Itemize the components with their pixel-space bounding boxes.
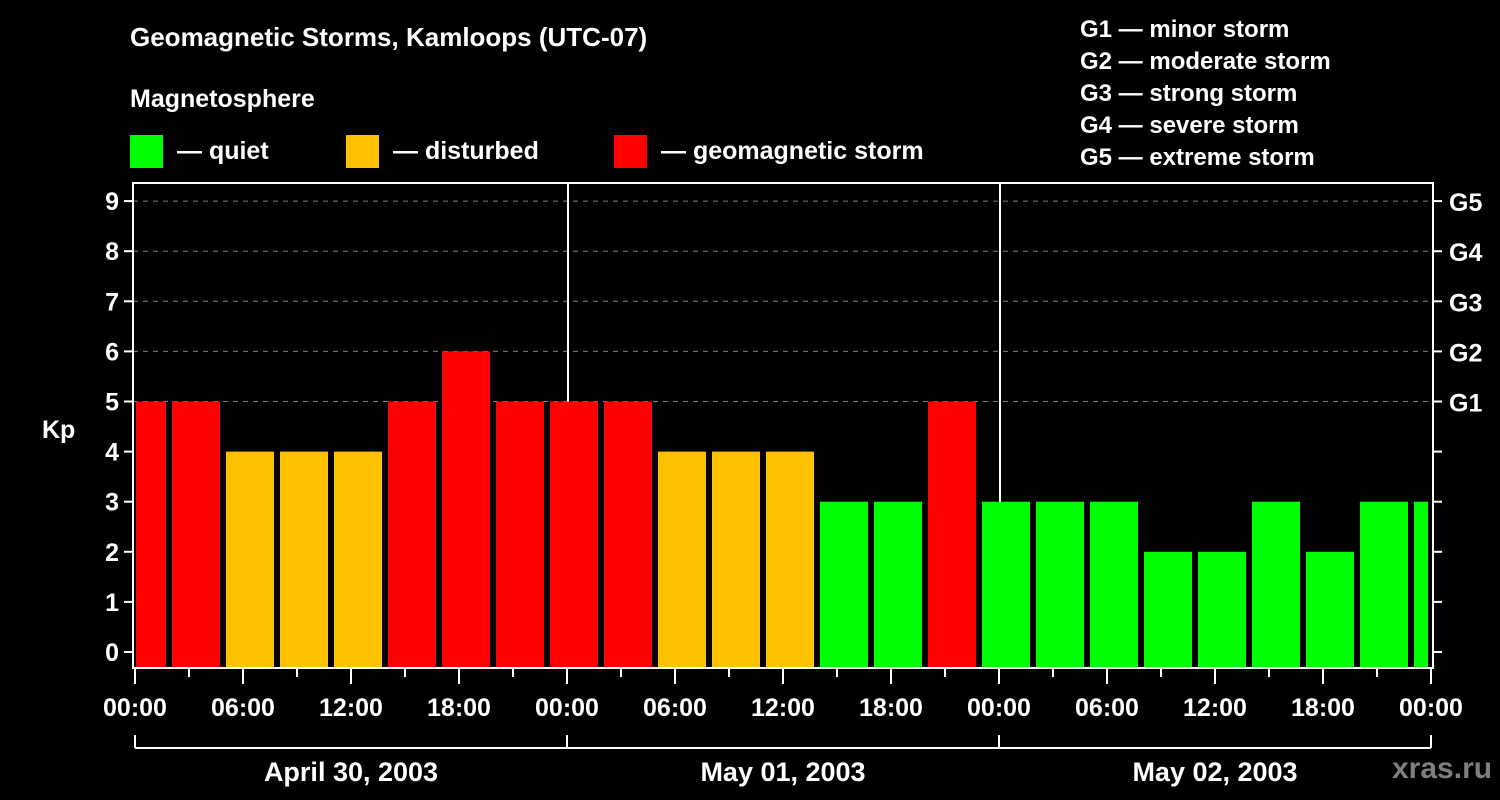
y-tick-label: 5 bbox=[105, 389, 119, 417]
g-level-label: G2 bbox=[1449, 339, 1482, 367]
kp-bar bbox=[1252, 501, 1301, 667]
kp-bar bbox=[874, 501, 923, 667]
legend-label-storm: — geomagnetic storm bbox=[661, 136, 924, 165]
kp-bar bbox=[388, 401, 437, 667]
x-tick-label: 00:00 bbox=[103, 694, 167, 722]
kp-bar bbox=[712, 451, 761, 667]
kp-bar bbox=[766, 451, 815, 667]
kp-bar bbox=[496, 401, 545, 667]
kp-bar bbox=[172, 401, 221, 667]
y-tick-label: 0 bbox=[105, 639, 119, 667]
x-tick-label: 12:00 bbox=[1183, 694, 1247, 722]
legend-heading: Magnetosphere bbox=[130, 85, 315, 113]
day-label: May 02, 2003 bbox=[1132, 757, 1297, 787]
y-tick-label: 3 bbox=[105, 489, 119, 517]
x-tick-label: 18:00 bbox=[1291, 694, 1355, 722]
kp-bar bbox=[280, 451, 329, 667]
kp-bar bbox=[226, 451, 275, 667]
kp-bar bbox=[1306, 551, 1355, 667]
g-level-label: G5 bbox=[1449, 189, 1482, 217]
g-level-label: G1 bbox=[1449, 390, 1482, 418]
gridlines bbox=[133, 200, 1433, 402]
g-scale-item-g3: G3 — strong storm bbox=[1080, 80, 1298, 107]
x-tick-label: 18:00 bbox=[427, 694, 491, 722]
g-level-label: G3 bbox=[1449, 289, 1482, 317]
legend-item-quiet: — quiet bbox=[130, 134, 269, 168]
kp-bar bbox=[982, 501, 1031, 667]
kp-bar bbox=[136, 401, 167, 667]
legend-swatch-storm bbox=[614, 134, 647, 168]
kp-bar bbox=[820, 501, 869, 667]
kp-bar bbox=[1414, 501, 1428, 667]
y-tick-label: 6 bbox=[105, 338, 119, 366]
g-scale-item-g4: G4 — severe storm bbox=[1080, 112, 1299, 139]
kp-bar bbox=[1036, 501, 1085, 667]
g-level-label: G4 bbox=[1449, 239, 1482, 267]
legend-swatch-disturbed bbox=[346, 134, 379, 168]
y-tick-label: 4 bbox=[105, 439, 119, 467]
x-tick-label: 06:00 bbox=[211, 694, 275, 722]
legend-item-storm: — geomagnetic storm bbox=[614, 134, 924, 168]
g-scale-legend: G1 — minor storm G2 — moderate storm G3 … bbox=[1080, 14, 1331, 174]
legend-label-quiet: — quiet bbox=[177, 136, 269, 165]
kp-bar bbox=[1360, 501, 1409, 667]
x-tick-label: 06:00 bbox=[1075, 694, 1139, 722]
legend-swatch-quiet bbox=[130, 134, 163, 168]
day-label: May 01, 2003 bbox=[700, 757, 865, 787]
kp-bar bbox=[1144, 551, 1193, 667]
x-tick-label: 12:00 bbox=[751, 694, 815, 722]
axis-labels: 0 1 2 3 4 5 6 7 8 9 Kp G1 G2 G3 G4 G5 00:00 06:00 12:00 18:… bbox=[42, 188, 1482, 787]
g-scale-item-g2: G2 — moderate storm bbox=[1080, 48, 1331, 75]
y-axis-label: Kp bbox=[42, 416, 75, 444]
x-tick-label: 12:00 bbox=[319, 694, 383, 722]
g-scale-item-g5: G5 — extreme storm bbox=[1080, 144, 1315, 171]
kp-bar bbox=[1090, 501, 1139, 667]
day-label: April 30, 2003 bbox=[264, 757, 438, 787]
kp-bar bbox=[334, 451, 383, 667]
kp-bar bbox=[1198, 551, 1247, 667]
kp-bars bbox=[136, 351, 1428, 667]
legend-item-disturbed: — disturbed bbox=[346, 134, 539, 168]
chart-title: Geomagnetic Storms, Kamloops (UTC-07) bbox=[130, 22, 648, 52]
g-scale-item-g1: G1 — minor storm bbox=[1080, 16, 1290, 43]
axes bbox=[124, 182, 1442, 749]
y-tick-label: 8 bbox=[105, 238, 119, 266]
watermark: xras.ru bbox=[1392, 752, 1493, 785]
kp-bar bbox=[442, 351, 491, 667]
kp-bar bbox=[550, 401, 599, 667]
y-tick-label: 9 bbox=[105, 188, 119, 216]
x-tick-label: 00:00 bbox=[967, 694, 1031, 722]
y-tick-label: 1 bbox=[105, 589, 119, 617]
x-tick-label: 00:00 bbox=[1399, 694, 1463, 722]
x-tick-label: 18:00 bbox=[859, 694, 923, 722]
y-tick-label: 7 bbox=[105, 288, 119, 316]
x-tick-label: 00:00 bbox=[535, 694, 599, 722]
x-tick-label: 06:00 bbox=[643, 694, 707, 722]
kp-bar bbox=[928, 401, 977, 667]
kp-bar bbox=[658, 451, 707, 667]
kp-bar bbox=[604, 401, 653, 667]
legend-label-disturbed: — disturbed bbox=[393, 136, 539, 165]
y-tick-label: 2 bbox=[105, 539, 119, 567]
